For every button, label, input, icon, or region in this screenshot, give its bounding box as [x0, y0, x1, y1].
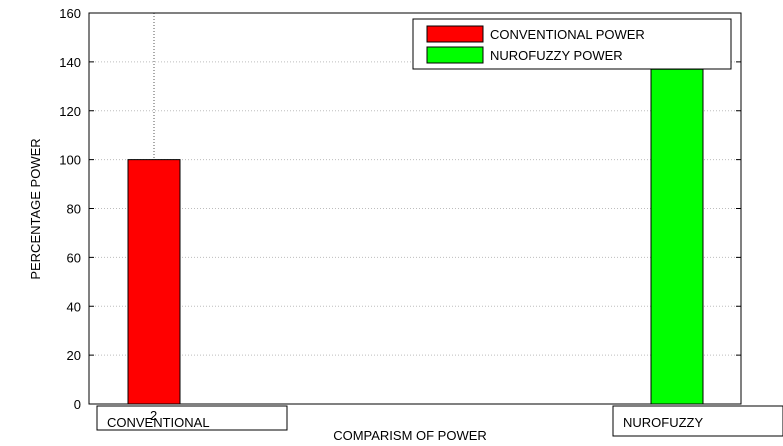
x-axis-title: COMPARISM OF POWER: [333, 428, 487, 443]
legend-label-conventional: CONVENTIONAL POWER: [490, 27, 645, 42]
axes: [88, 12, 742, 405]
y-tick-label: 120: [59, 104, 81, 119]
category-label-box: [96, 405, 288, 431]
category-label-conventional: CONVENTIONAL: [107, 415, 210, 430]
y-tick-label: 160: [59, 6, 81, 21]
y-axis-title: PERCENTAGE POWER: [28, 138, 43, 279]
y-tick-label: 140: [59, 55, 81, 70]
legend: CONVENTIONAL POWER NUROFUZZY POWER: [412, 18, 732, 70]
category-labels: CONVENTIONAL NUROFUZZY 2: [96, 405, 783, 437]
plot-frame: [88, 12, 742, 405]
y-tick-label: 60: [67, 250, 81, 265]
y-tick-label: 40: [67, 299, 81, 314]
bar-nurofuzzy: [650, 68, 704, 405]
y-tick-label: 80: [67, 202, 81, 217]
legend-label-nurofuzzy: NUROFUZZY POWER: [490, 48, 623, 63]
x-tick-label: 2: [150, 408, 157, 423]
category-label-nurofuzzy: NUROFUZZY: [623, 415, 703, 430]
legend-swatch-conventional: [426, 25, 484, 43]
y-tick-label: 100: [59, 153, 81, 168]
legend-swatch-nurofuzzy: [426, 46, 484, 64]
bar-conventional: [127, 159, 181, 405]
y-tick-label: 20: [67, 348, 81, 363]
bars: [127, 68, 704, 405]
y-tick-labels: 0 20 40 60 80 100 120 140 160: [59, 6, 81, 412]
category-label-box: [612, 405, 783, 437]
y-tick-label: 0: [74, 397, 81, 412]
